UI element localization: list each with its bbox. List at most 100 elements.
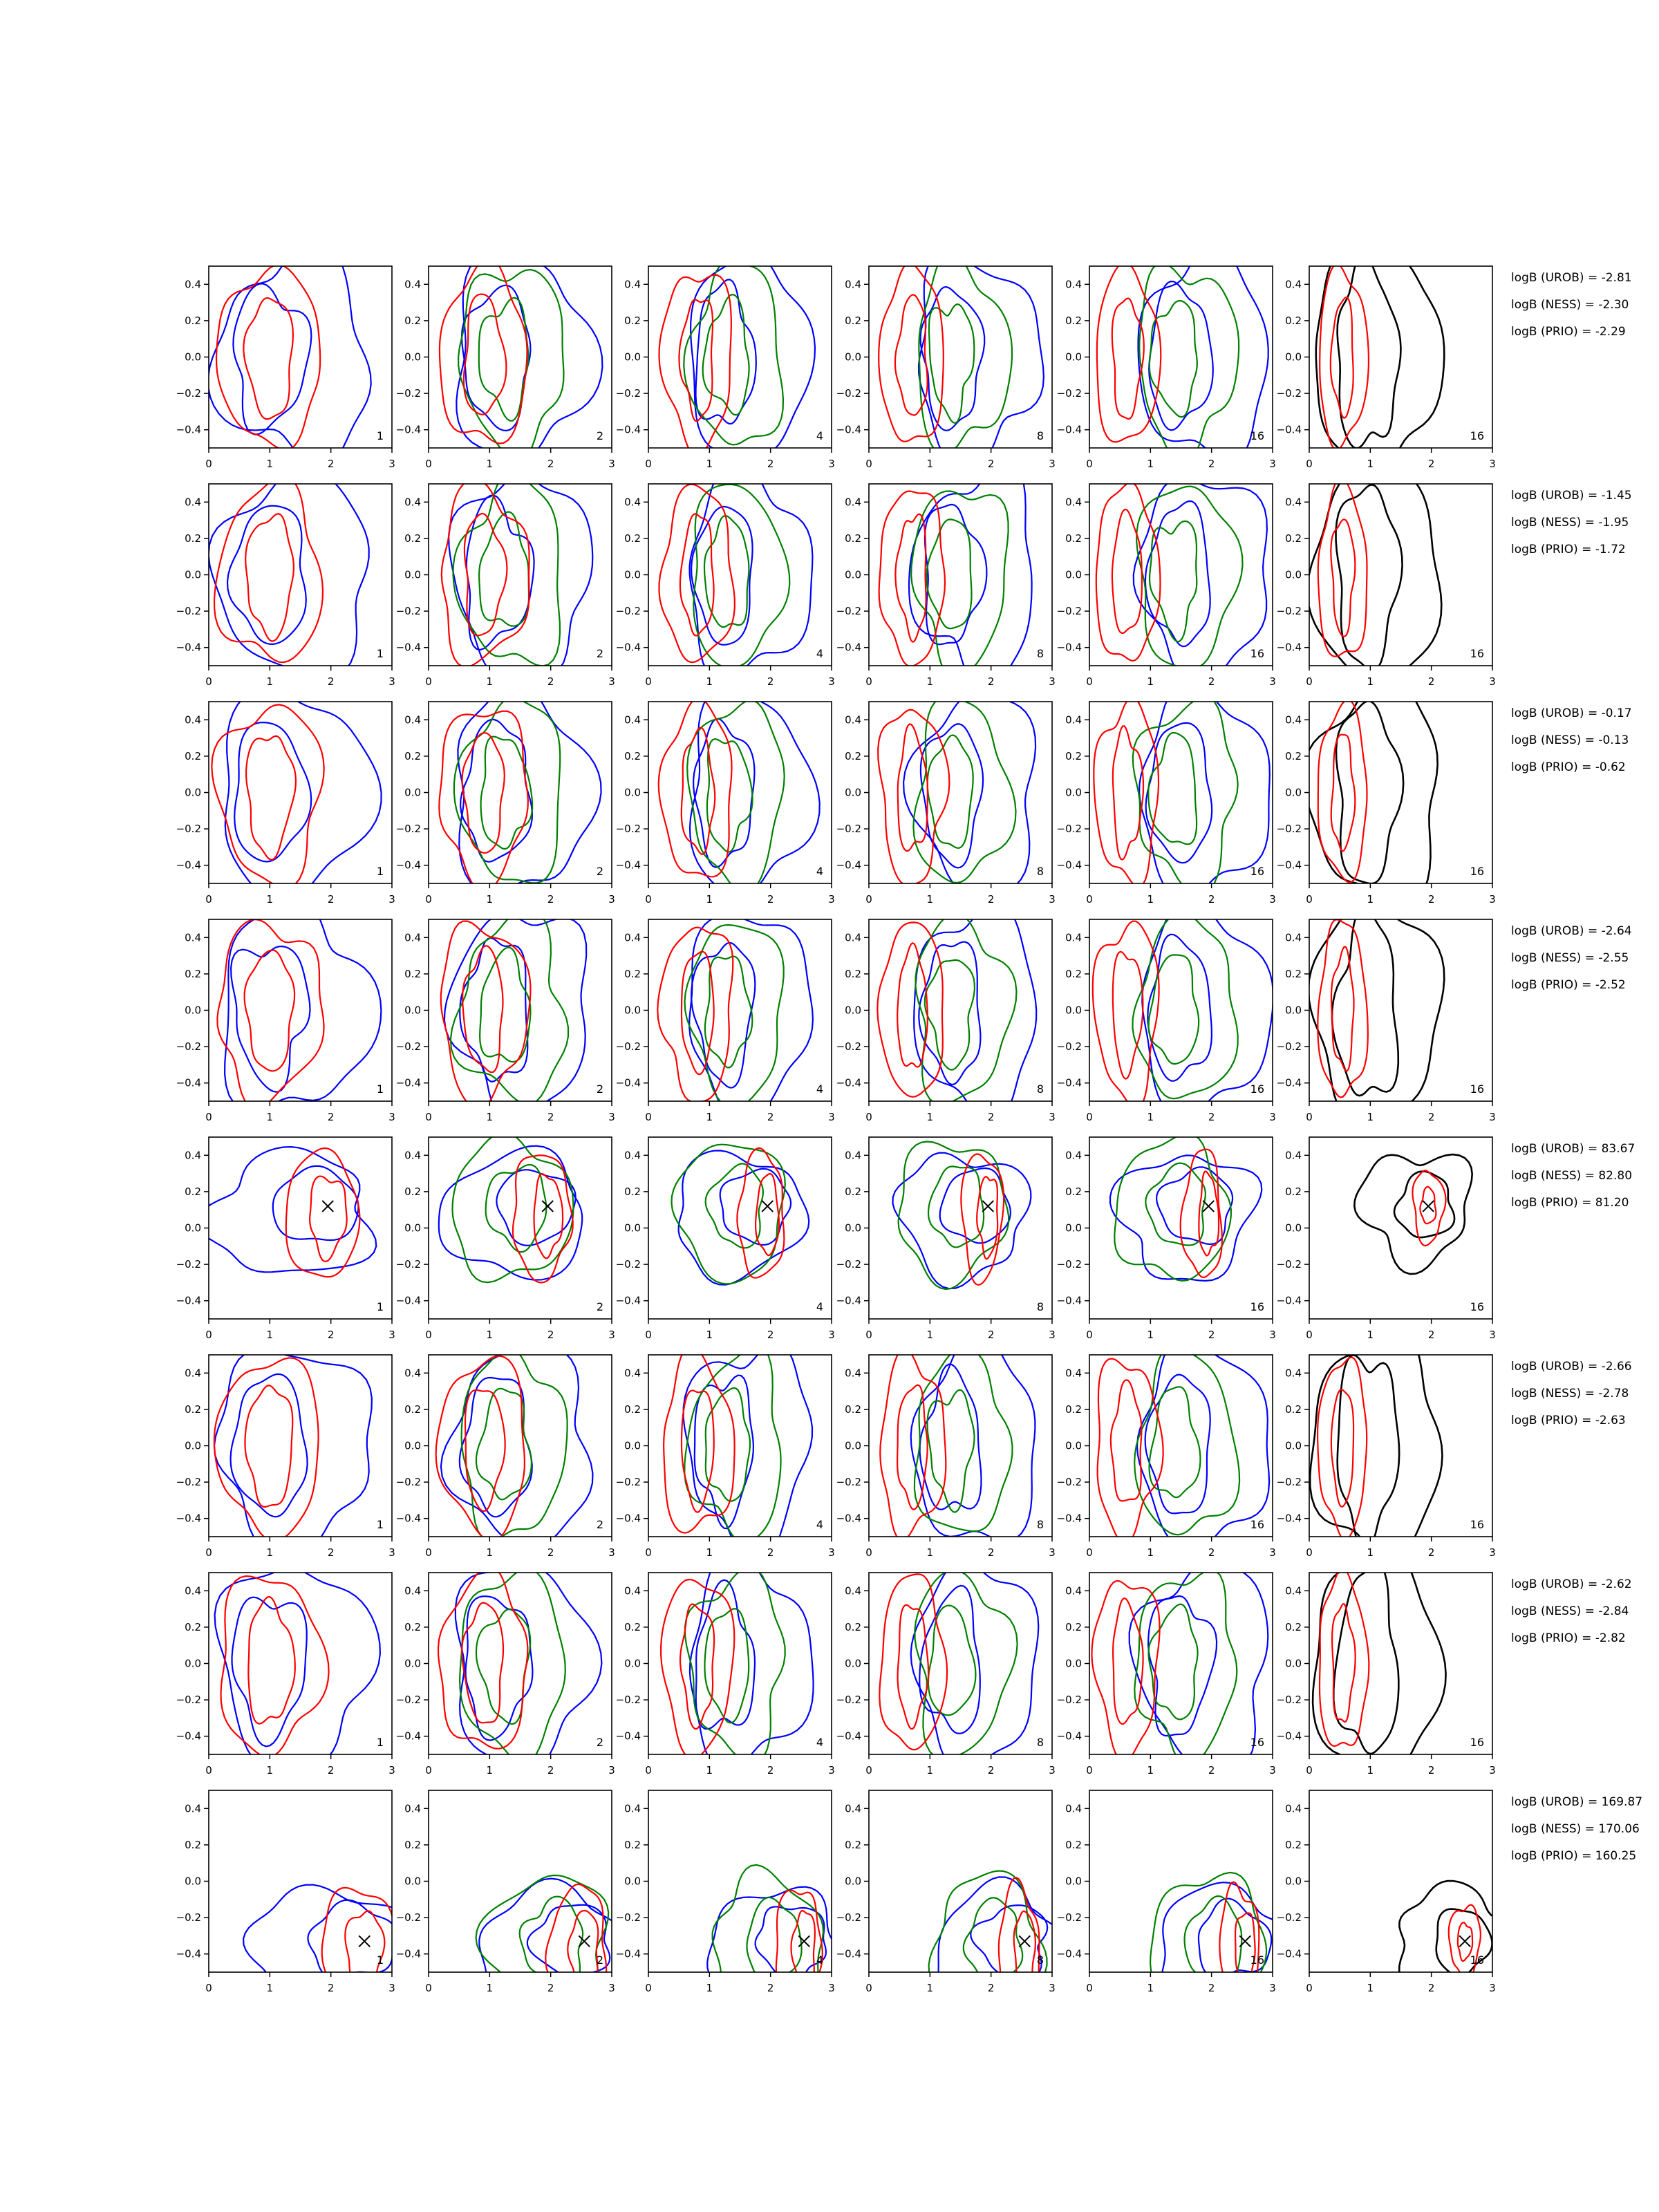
y-tick-label: −0.2: [1277, 1476, 1302, 1488]
contour-green-4: [928, 303, 975, 424]
x-tick-label: 1: [927, 1764, 934, 1777]
axes-frame: [1309, 1136, 1493, 1320]
contour-red-6: [679, 1603, 715, 1730]
contour-blue-2: [526, 1904, 611, 1972]
y-tick-label: −0.2: [1277, 605, 1302, 617]
contour-black-2: [1333, 1573, 1400, 1754]
contour-blue-1: [1137, 266, 1269, 448]
contour-red-5: [1091, 920, 1160, 1101]
contour-red-4: [1330, 733, 1356, 852]
x-tick-label: 0: [425, 675, 432, 688]
y-tick-label: −0.4: [616, 1295, 641, 1307]
axes-frame: [868, 919, 1053, 1102]
x-tick-label: 3: [1489, 1764, 1496, 1777]
contour-green-4: [704, 1608, 750, 1724]
y-tick-label: 0.2: [404, 968, 421, 980]
y-tick-label: −0.2: [836, 1040, 861, 1053]
y-tick-label: −0.2: [836, 1476, 861, 1488]
contour-green-4: [1145, 1162, 1206, 1246]
axes-frame: [648, 919, 832, 1102]
y-tick-label: 0.4: [845, 713, 861, 726]
y-tick-label: −0.2: [1057, 1911, 1082, 1924]
panel-label: 16: [1470, 647, 1484, 660]
contour-black-1: [1353, 1153, 1474, 1275]
y-tick-label: 0.4: [404, 713, 421, 726]
panel-r4-c2: 0 1 2 3 0.4 0.2 0.0 −0.2 −0.4 2: [396, 919, 615, 1123]
x-tick-label: 2: [988, 458, 995, 470]
panel-r6-c2: 0 1 2 3 0.4 0.2 0.0 −0.2 −0.4 2: [396, 1354, 615, 1559]
x-tick-label: 0: [425, 458, 432, 470]
y-tick-label: −0.2: [396, 1258, 421, 1271]
y-tick-label: −0.4: [836, 1730, 861, 1743]
contour-red-3: [1318, 1573, 1370, 1747]
x-tick-label: 0: [645, 458, 652, 470]
y-tick-label: 0.0: [1285, 1875, 1302, 1888]
x-tick-label: 2: [1208, 1329, 1215, 1341]
x-tick-label: 2: [1428, 893, 1435, 906]
x-tick-label: 3: [1049, 1111, 1056, 1123]
y-tick-label: 0.0: [404, 1004, 421, 1017]
contour-green-3: [460, 1355, 568, 1537]
contour-green-4: [746, 1896, 803, 1972]
x-tick-label: 0: [1306, 1764, 1313, 1777]
contour-blue-2: [229, 945, 311, 1093]
y-tick-label: 0.2: [624, 1621, 641, 1633]
y-tick-label: 0.0: [624, 569, 641, 581]
panel-label: 16: [1470, 1082, 1484, 1096]
contour-green-4: [704, 955, 753, 1069]
panel-label: 1: [377, 1518, 384, 1531]
contour-green-3: [686, 702, 785, 883]
y-tick-label: 0.4: [624, 496, 641, 508]
contour-blue-1: [447, 484, 594, 666]
x-tick-label: 2: [1428, 1111, 1435, 1123]
x-tick-label: 0: [1086, 1982, 1093, 1994]
y-tick-label: 0.2: [845, 532, 861, 545]
y-tick-label: −0.4: [1277, 859, 1302, 872]
contour-red-3: [321, 1886, 392, 1972]
x-tick-label: 3: [1049, 1764, 1056, 1777]
y-tick-label: 0.4: [845, 1584, 861, 1597]
contour-red-5: [438, 710, 529, 883]
x-tick-label: 0: [865, 1546, 872, 1559]
contour-blue-1: [454, 1573, 603, 1754]
contour-red-6: [463, 512, 508, 637]
contour-red-4: [243, 949, 296, 1072]
axes-frame: [428, 265, 612, 449]
contour-green-3: [453, 702, 561, 883]
y-tick-label: −0.4: [616, 859, 641, 872]
panel-label: 4: [816, 429, 823, 442]
contour-red-6: [897, 942, 928, 1068]
axes-frame: [868, 265, 1053, 449]
contour-green-4: [478, 946, 532, 1063]
panel-r3-c3: 0 1 2 3 0.4 0.2 0.0 −0.2 −0.4 4: [616, 701, 835, 906]
panel-label: 1: [377, 647, 384, 660]
y-tick-label: −0.4: [1057, 424, 1082, 436]
panel-label: 8: [1037, 1300, 1044, 1313]
logB-annotation: logB (NESS) = -0.13: [1511, 733, 1629, 747]
contour-red-5: [1096, 266, 1162, 443]
y-tick-label: 0.0: [845, 1222, 861, 1235]
x-tick-label: 0: [1306, 1546, 1313, 1559]
contour-green-3: [1134, 1355, 1241, 1536]
contour-black-1: [1309, 919, 1445, 1101]
y-tick-label: −0.4: [396, 424, 421, 436]
y-tick-label: 0.4: [624, 931, 641, 944]
contour-green-3: [684, 1355, 782, 1537]
y-tick-label: −0.2: [396, 823, 421, 835]
y-tick-label: 0.4: [404, 496, 421, 508]
panel-r2-c6: 0 1 2 3 0.4 0.2 0.0 −0.2 −0.4 16: [1277, 483, 1496, 688]
y-tick-label: −0.2: [836, 605, 861, 617]
contour-red-3: [1317, 919, 1369, 1098]
x-tick-label: 1: [267, 1111, 274, 1123]
panel-r2-c1: 0 1 2 3 0.4 0.2 0.0 −0.2 −0.4 1: [176, 483, 395, 688]
contour-green-4: [706, 738, 753, 853]
contour-blue-1: [937, 1876, 1052, 1972]
panel-label: 8: [1037, 1518, 1044, 1531]
contour-green-3: [451, 1137, 574, 1284]
contour-blue-2: [1144, 500, 1211, 648]
x-tick-label: 1: [706, 1546, 713, 1559]
contour-red-6: [680, 1389, 715, 1513]
y-tick-label: 0.4: [185, 278, 201, 290]
contour-black-1: [1309, 1355, 1443, 1537]
y-tick-label: 0.4: [845, 1149, 861, 1161]
